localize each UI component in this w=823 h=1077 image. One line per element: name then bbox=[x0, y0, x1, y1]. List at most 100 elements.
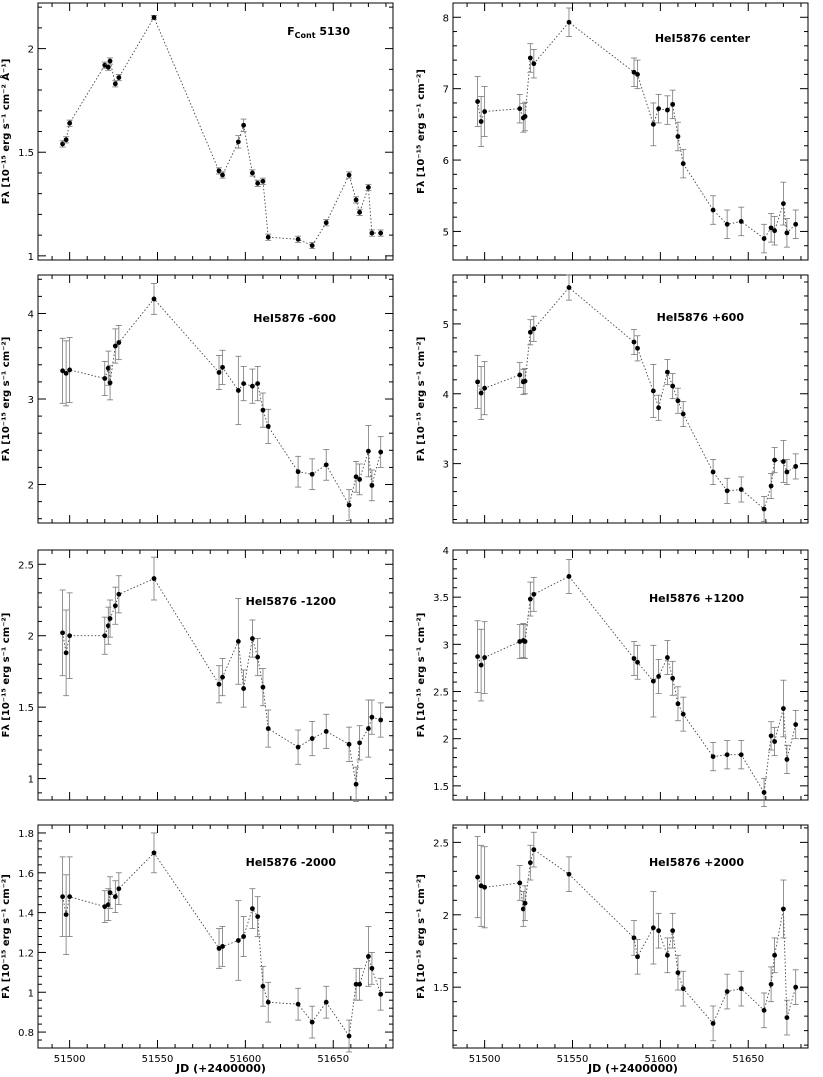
panel-title: HeI5876 -600 bbox=[253, 312, 336, 325]
data-point bbox=[680, 711, 686, 717]
data-point bbox=[365, 185, 371, 190]
data-point bbox=[738, 487, 744, 492]
data-point bbox=[527, 860, 533, 866]
data-point bbox=[784, 757, 790, 762]
data-point bbox=[631, 339, 637, 345]
data-point bbox=[250, 383, 255, 389]
y-tick-label: 1.5 bbox=[18, 703, 34, 714]
panel-title: HeI5876 -2000 bbox=[246, 856, 337, 869]
data-point bbox=[780, 706, 786, 711]
data-point bbox=[151, 850, 157, 856]
data-point bbox=[780, 201, 786, 207]
data-point bbox=[105, 623, 111, 629]
data-point bbox=[250, 170, 255, 176]
data-point bbox=[102, 376, 108, 381]
data-point bbox=[675, 134, 681, 139]
data-point bbox=[295, 469, 301, 475]
data-point bbox=[784, 1015, 790, 1020]
plot-frame bbox=[37, 2, 394, 261]
y-tick-label: 3 bbox=[443, 640, 449, 651]
plot-frame bbox=[37, 274, 394, 524]
data-point bbox=[220, 674, 225, 680]
y-tick-label: 2 bbox=[28, 481, 34, 492]
data-point bbox=[527, 55, 533, 61]
data-point bbox=[478, 390, 484, 396]
data-point bbox=[112, 343, 118, 349]
data-point bbox=[107, 616, 113, 621]
data-point bbox=[635, 954, 640, 960]
y-axis-label: Fλ [10⁻¹⁵ erg s⁻¹ cm⁻²] bbox=[416, 69, 427, 194]
data-point bbox=[116, 75, 122, 81]
data-point bbox=[710, 1020, 716, 1026]
data-point bbox=[241, 122, 247, 128]
data-point bbox=[675, 970, 681, 976]
data-point bbox=[102, 904, 108, 910]
y-tick-label: 1 bbox=[28, 988, 34, 999]
data-point bbox=[265, 726, 271, 731]
x-tick-label: 51650 bbox=[732, 1054, 764, 1065]
data-point bbox=[566, 871, 572, 877]
data-point bbox=[656, 928, 662, 934]
x-tick-label: 51500 bbox=[469, 1054, 501, 1065]
x-tick-label: 51500 bbox=[54, 1054, 86, 1065]
data-point bbox=[531, 326, 537, 332]
y-tick-label: 2.5 bbox=[18, 560, 34, 571]
data-point bbox=[631, 656, 637, 661]
data-point bbox=[517, 880, 523, 886]
data-point bbox=[260, 178, 266, 184]
series-line bbox=[477, 848, 797, 1025]
data-point bbox=[772, 739, 778, 744]
data-point bbox=[680, 986, 686, 992]
data-point bbox=[235, 388, 241, 393]
plot-frame bbox=[37, 824, 394, 1049]
data-point bbox=[357, 740, 363, 746]
data-point bbox=[475, 379, 481, 385]
data-point bbox=[241, 686, 247, 691]
data-point bbox=[635, 659, 640, 665]
data-point bbox=[220, 172, 225, 178]
data-point bbox=[772, 952, 778, 958]
data-point bbox=[216, 946, 222, 951]
data-point bbox=[67, 894, 73, 900]
data-point bbox=[738, 219, 744, 224]
data-point bbox=[353, 474, 359, 480]
data-point bbox=[738, 986, 744, 992]
y-tick-label: 3 bbox=[443, 460, 449, 471]
panel-5: 1 1.5 2 2.5 Fλ [10⁻¹⁵ erg s⁻¹ cm⁻²] HeI5876 -… bbox=[1, 549, 394, 802]
data-point bbox=[482, 385, 488, 391]
data-point bbox=[295, 744, 301, 750]
data-point bbox=[63, 912, 69, 917]
series-line bbox=[477, 21, 797, 240]
data-point bbox=[665, 369, 670, 375]
data-point bbox=[784, 469, 790, 475]
data-point bbox=[216, 168, 222, 174]
data-point bbox=[105, 902, 111, 908]
data-point bbox=[102, 633, 108, 639]
data-point bbox=[151, 15, 157, 20]
data-point bbox=[63, 370, 69, 376]
data-point bbox=[522, 114, 528, 119]
data-point bbox=[517, 106, 523, 112]
data-point bbox=[793, 464, 799, 469]
panel-7: 51500 51550 51600 51650 0.8 1 1.2 1.4 1.6 1.8 Fλ [… bbox=[1, 824, 394, 1065]
panel-title: HeI5876 -1200 bbox=[246, 595, 337, 608]
data-point bbox=[761, 506, 767, 512]
data-point bbox=[650, 925, 656, 931]
data-point bbox=[357, 981, 363, 987]
data-point bbox=[241, 934, 247, 939]
data-point bbox=[780, 906, 786, 912]
data-point bbox=[531, 591, 537, 597]
data-point bbox=[60, 894, 66, 900]
data-point bbox=[323, 999, 329, 1005]
data-point bbox=[309, 471, 315, 477]
data-point bbox=[116, 591, 122, 597]
data-point bbox=[670, 675, 676, 681]
data-point bbox=[772, 228, 778, 234]
data-point bbox=[768, 225, 774, 231]
data-point bbox=[365, 448, 371, 454]
data-point bbox=[250, 906, 255, 912]
y-tick-label: 4 bbox=[443, 546, 449, 557]
data-point bbox=[478, 119, 484, 124]
y-tick-label: 5 bbox=[443, 320, 449, 331]
data-point bbox=[724, 488, 730, 494]
